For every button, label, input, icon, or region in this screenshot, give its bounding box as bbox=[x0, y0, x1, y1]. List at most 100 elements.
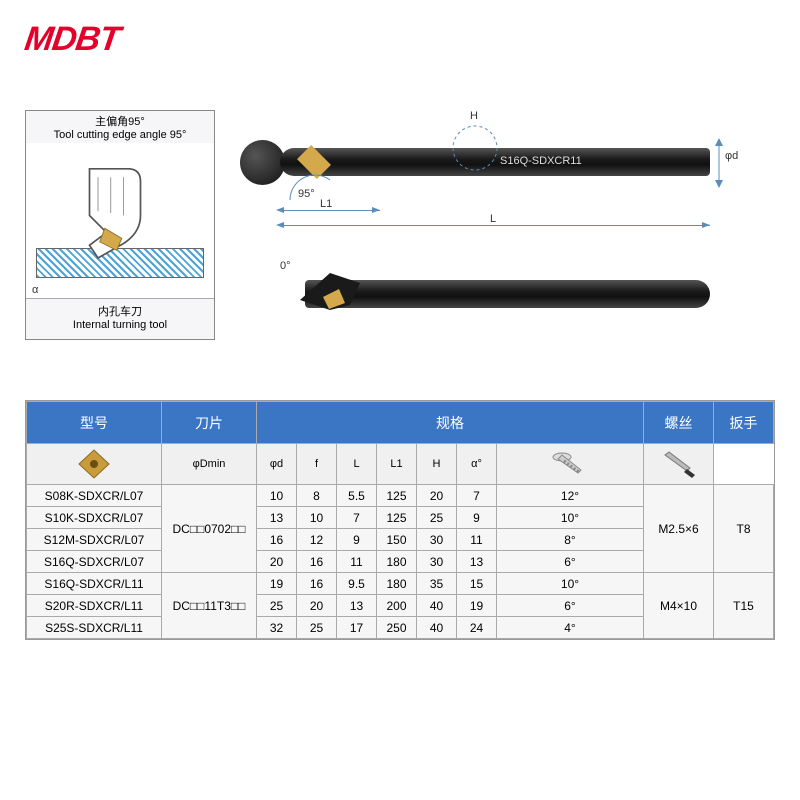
h-label: H bbox=[470, 110, 478, 122]
cell-spec: 40 bbox=[417, 617, 457, 639]
cell-spec: 13 bbox=[257, 507, 297, 529]
wrench-icon bbox=[644, 444, 714, 485]
sub-phiDmin: φDmin bbox=[162, 444, 257, 485]
hdr-spec: 规格 bbox=[257, 402, 644, 444]
end-view-icon bbox=[240, 140, 285, 185]
cell-spec: 125 bbox=[377, 507, 417, 529]
cell-spec: 11 bbox=[457, 529, 497, 551]
cell-spec: 250 bbox=[377, 617, 417, 639]
cell-model: S16Q-SDXCR/L07 bbox=[27, 551, 162, 573]
info-top: 主偏角95° Tool cutting edge angle 95° bbox=[26, 111, 214, 143]
cell-spec: 5.5 bbox=[337, 485, 377, 507]
cell-spec: 16 bbox=[297, 551, 337, 573]
spec-table: 型号 刀片 规格 螺丝 扳手 φDmin φd f L L1 H α° bbox=[26, 401, 774, 639]
hdr-insert: 刀片 bbox=[162, 402, 257, 444]
cell-spec: 17 bbox=[337, 617, 377, 639]
cell-insert: DC□□0702□□ bbox=[162, 485, 257, 573]
cell-spec: 30 bbox=[417, 551, 457, 573]
cell-spec: 180 bbox=[377, 573, 417, 595]
cell-spec: 19 bbox=[457, 595, 497, 617]
cell-spec: 125 bbox=[377, 485, 417, 507]
cell-spec: 11 bbox=[337, 551, 377, 573]
cell-spec: 20 bbox=[417, 485, 457, 507]
cell-spec: 32 bbox=[257, 617, 297, 639]
cell-spec: 200 bbox=[377, 595, 417, 617]
cell-spec: 35 bbox=[417, 573, 457, 595]
cell-spec: 6° bbox=[497, 595, 644, 617]
sub-phid: φd bbox=[257, 444, 297, 485]
technical-drawing: S16Q-SDXCR11 H φd 95° L1 L bbox=[240, 110, 770, 350]
cell-spec: 25 bbox=[417, 507, 457, 529]
cell-spec: 12 bbox=[297, 529, 337, 551]
info-bottom-en: Internal turning tool bbox=[26, 319, 214, 331]
cell-wrench: T15 bbox=[714, 573, 774, 639]
dim-arrows-icon bbox=[276, 206, 716, 230]
cell-spec: 20 bbox=[257, 551, 297, 573]
cell-spec: 9.5 bbox=[337, 573, 377, 595]
hdr-screw: 螺丝 bbox=[644, 402, 714, 444]
info-bottom: 内孔车刀 Internal turning tool bbox=[26, 298, 214, 335]
tool-profile-icon bbox=[81, 168, 166, 263]
info-top-en: Tool cutting edge angle 95° bbox=[26, 129, 214, 141]
cell-spec: 25 bbox=[297, 617, 337, 639]
cell-model: S12M-SDXCR/L07 bbox=[27, 529, 162, 551]
cell-spec: 10 bbox=[297, 507, 337, 529]
cell-spec: 8 bbox=[297, 485, 337, 507]
cell-spec: 15 bbox=[457, 573, 497, 595]
cell-spec: 8° bbox=[497, 529, 644, 551]
tool-model-label: S16Q-SDXCR11 bbox=[500, 155, 582, 167]
hdr-model: 型号 bbox=[27, 402, 162, 444]
cell-spec: 10° bbox=[497, 573, 644, 595]
info-box: 主偏角95° Tool cutting edge angle 95° α 内孔车… bbox=[25, 110, 215, 340]
sub-H: H bbox=[417, 444, 457, 485]
cell-spec: 10° bbox=[497, 507, 644, 529]
sub-alpha: α° bbox=[457, 444, 497, 485]
info-top-cn: 主偏角95° bbox=[26, 113, 214, 129]
cell-spec: 9 bbox=[457, 507, 497, 529]
cell-spec: 24 bbox=[457, 617, 497, 639]
spec-table-wrap: 型号 刀片 规格 螺丝 扳手 φDmin φd f L L1 H α° bbox=[25, 400, 775, 640]
sub-L1: L1 bbox=[377, 444, 417, 485]
hdr-wrench: 扳手 bbox=[714, 402, 774, 444]
cell-spec: 4° bbox=[497, 617, 644, 639]
cell-spec: 7 bbox=[457, 485, 497, 507]
cell-insert: DC□□11T3□□ bbox=[162, 573, 257, 639]
tip-bottom-icon bbox=[295, 265, 375, 315]
cell-model: S25S-SDXCR/L11 bbox=[27, 617, 162, 639]
cell-spec: 25 bbox=[257, 595, 297, 617]
cell-spec: 16 bbox=[297, 573, 337, 595]
sub-L: L bbox=[337, 444, 377, 485]
subheader-row: φDmin φd f L L1 H α° bbox=[27, 444, 774, 485]
cell-spec: 16 bbox=[257, 529, 297, 551]
phid-arrows-icon bbox=[713, 138, 725, 188]
cell-wrench: T8 bbox=[714, 485, 774, 573]
screw-icon bbox=[497, 444, 644, 485]
table-row: S16Q-SDXCR/L11DC□□11T3□□19169.5180351510… bbox=[27, 573, 774, 595]
cell-spec: 10 bbox=[257, 485, 297, 507]
brand-logo: MDBT bbox=[22, 20, 122, 59]
cell-spec: 150 bbox=[377, 529, 417, 551]
cell-spec: 180 bbox=[377, 551, 417, 573]
angle0-label: 0° bbox=[280, 260, 291, 272]
cell-spec: 9 bbox=[337, 529, 377, 551]
alpha-label: α bbox=[32, 284, 38, 296]
cell-spec: 13 bbox=[457, 551, 497, 573]
cell-spec: 12° bbox=[497, 485, 644, 507]
cell-spec: 13 bbox=[337, 595, 377, 617]
cell-spec: 40 bbox=[417, 595, 457, 617]
insert-shape-icon bbox=[27, 444, 162, 485]
cell-screw: M4×10 bbox=[644, 573, 714, 639]
cell-model: S10K-SDXCR/L07 bbox=[27, 507, 162, 529]
sub-f: f bbox=[297, 444, 337, 485]
cell-spec: 6° bbox=[497, 551, 644, 573]
h-circle-icon bbox=[445, 118, 505, 178]
cell-spec: 7 bbox=[337, 507, 377, 529]
cell-spec: 20 bbox=[297, 595, 337, 617]
cell-model: S08K-SDXCR/L07 bbox=[27, 485, 162, 507]
header-row: 型号 刀片 规格 螺丝 扳手 bbox=[27, 402, 774, 444]
cell-model: S16Q-SDXCR/L11 bbox=[27, 573, 162, 595]
phid-label: φd bbox=[725, 150, 738, 162]
table-row: S08K-SDXCR/L07DC□□0702□□1085.512520712°M… bbox=[27, 485, 774, 507]
cell-spec: 30 bbox=[417, 529, 457, 551]
diagram-area: 主偏角95° Tool cutting edge angle 95° α 内孔车… bbox=[0, 110, 800, 380]
